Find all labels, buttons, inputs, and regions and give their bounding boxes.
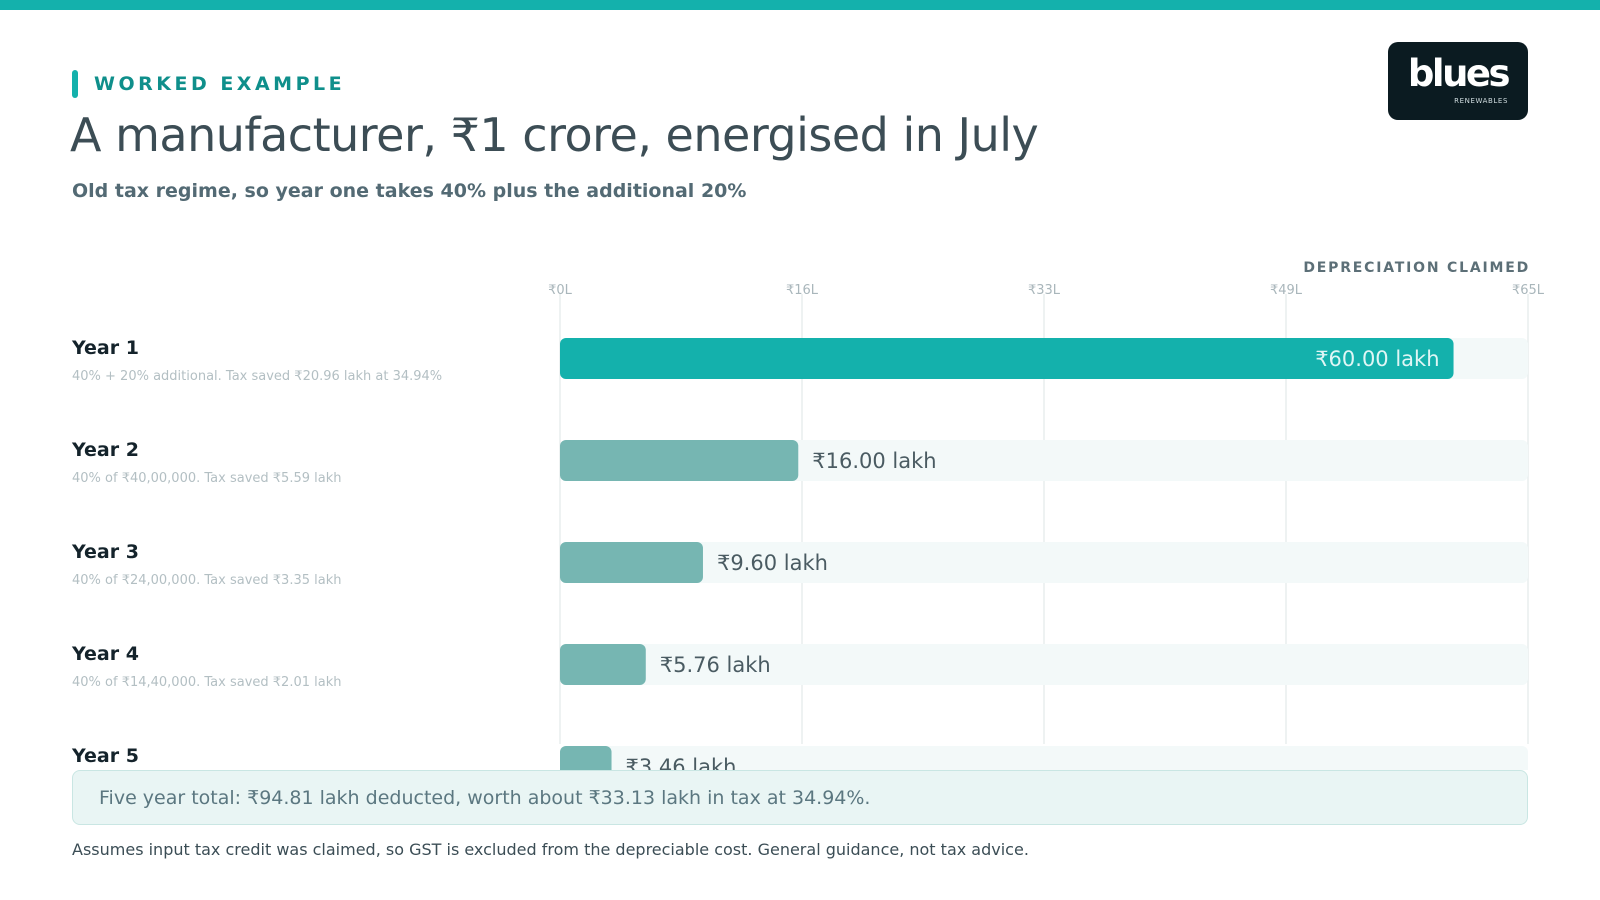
eyebrow-label: WORKED EXAMPLE bbox=[94, 73, 346, 95]
bar bbox=[560, 542, 703, 583]
eyebrow-marker bbox=[72, 70, 78, 98]
bar bbox=[560, 440, 799, 481]
chart-caption: DEPRECIATION CLAIMED bbox=[1303, 260, 1530, 276]
page-subtitle: Old tax regime, so year one takes 40% pl… bbox=[72, 180, 747, 202]
bar-track bbox=[560, 644, 1528, 685]
logo-subtext: RENEWABLES bbox=[1454, 97, 1508, 105]
bar-value-label: ₹5.76 lakh bbox=[660, 653, 771, 677]
bar-value-label: ₹16.00 lakh bbox=[812, 449, 936, 473]
category-label: Year 3 bbox=[71, 541, 139, 563]
bar-track bbox=[560, 440, 1528, 481]
category-label: Year 5 bbox=[71, 745, 139, 767]
brand-logo: blues RENEWABLES bbox=[1388, 42, 1528, 120]
category-note: 40% of ₹14,40,000. Tax saved ₹2.01 lakh bbox=[72, 675, 341, 690]
x-tick-label: ₹65L bbox=[1512, 283, 1545, 298]
bar bbox=[560, 338, 1454, 379]
x-tick-label: ₹0L bbox=[548, 283, 573, 298]
logo-wordmark: blues bbox=[1407, 52, 1511, 95]
x-tick-label: ₹16L bbox=[786, 283, 819, 298]
depreciation-chart: ₹0L ₹16L ₹33L ₹49L ₹65L Year 1 40% + 20% addi… bbox=[71, 283, 1545, 770]
bar bbox=[560, 746, 612, 770]
page-title: A manufacturer, ₹1 crore, energised in J… bbox=[70, 108, 1039, 162]
chart-rows: Year 1 40% + 20% additional. Tax saved ₹2… bbox=[71, 337, 1528, 770]
bar bbox=[560, 644, 646, 685]
bar-value-label: ₹9.60 lakh bbox=[717, 551, 828, 575]
category-note: 40% of ₹40,00,000. Tax saved ₹5.59 lakh bbox=[72, 471, 341, 486]
eyebrow: WORKED EXAMPLE bbox=[72, 70, 345, 98]
category-note: 40% + 20% additional. Tax saved ₹20.96 l… bbox=[72, 369, 442, 384]
x-tick-label: ₹49L bbox=[1270, 283, 1303, 298]
x-tick-label: ₹33L bbox=[1028, 283, 1061, 298]
category-label: Year 2 bbox=[71, 439, 139, 461]
top-accent-bar bbox=[0, 0, 1600, 10]
bar-track bbox=[560, 542, 1528, 583]
summary-box: Five year total: ₹94.81 lakh deducted, w… bbox=[72, 770, 1528, 825]
category-note: 40% of ₹24,00,000. Tax saved ₹3.35 lakh bbox=[72, 573, 341, 588]
summary-text: Five year total: ₹94.81 lakh deducted, w… bbox=[99, 786, 871, 809]
disclaimer: Assumes input tax credit was claimed, so… bbox=[72, 840, 1029, 859]
bar-value-label: ₹60.00 lakh bbox=[1315, 347, 1439, 371]
category-label: Year 4 bbox=[71, 643, 139, 665]
category-label: Year 1 bbox=[71, 337, 139, 359]
bar-value-label: ₹3.46 lakh bbox=[626, 755, 737, 770]
bar-track bbox=[560, 746, 1528, 770]
